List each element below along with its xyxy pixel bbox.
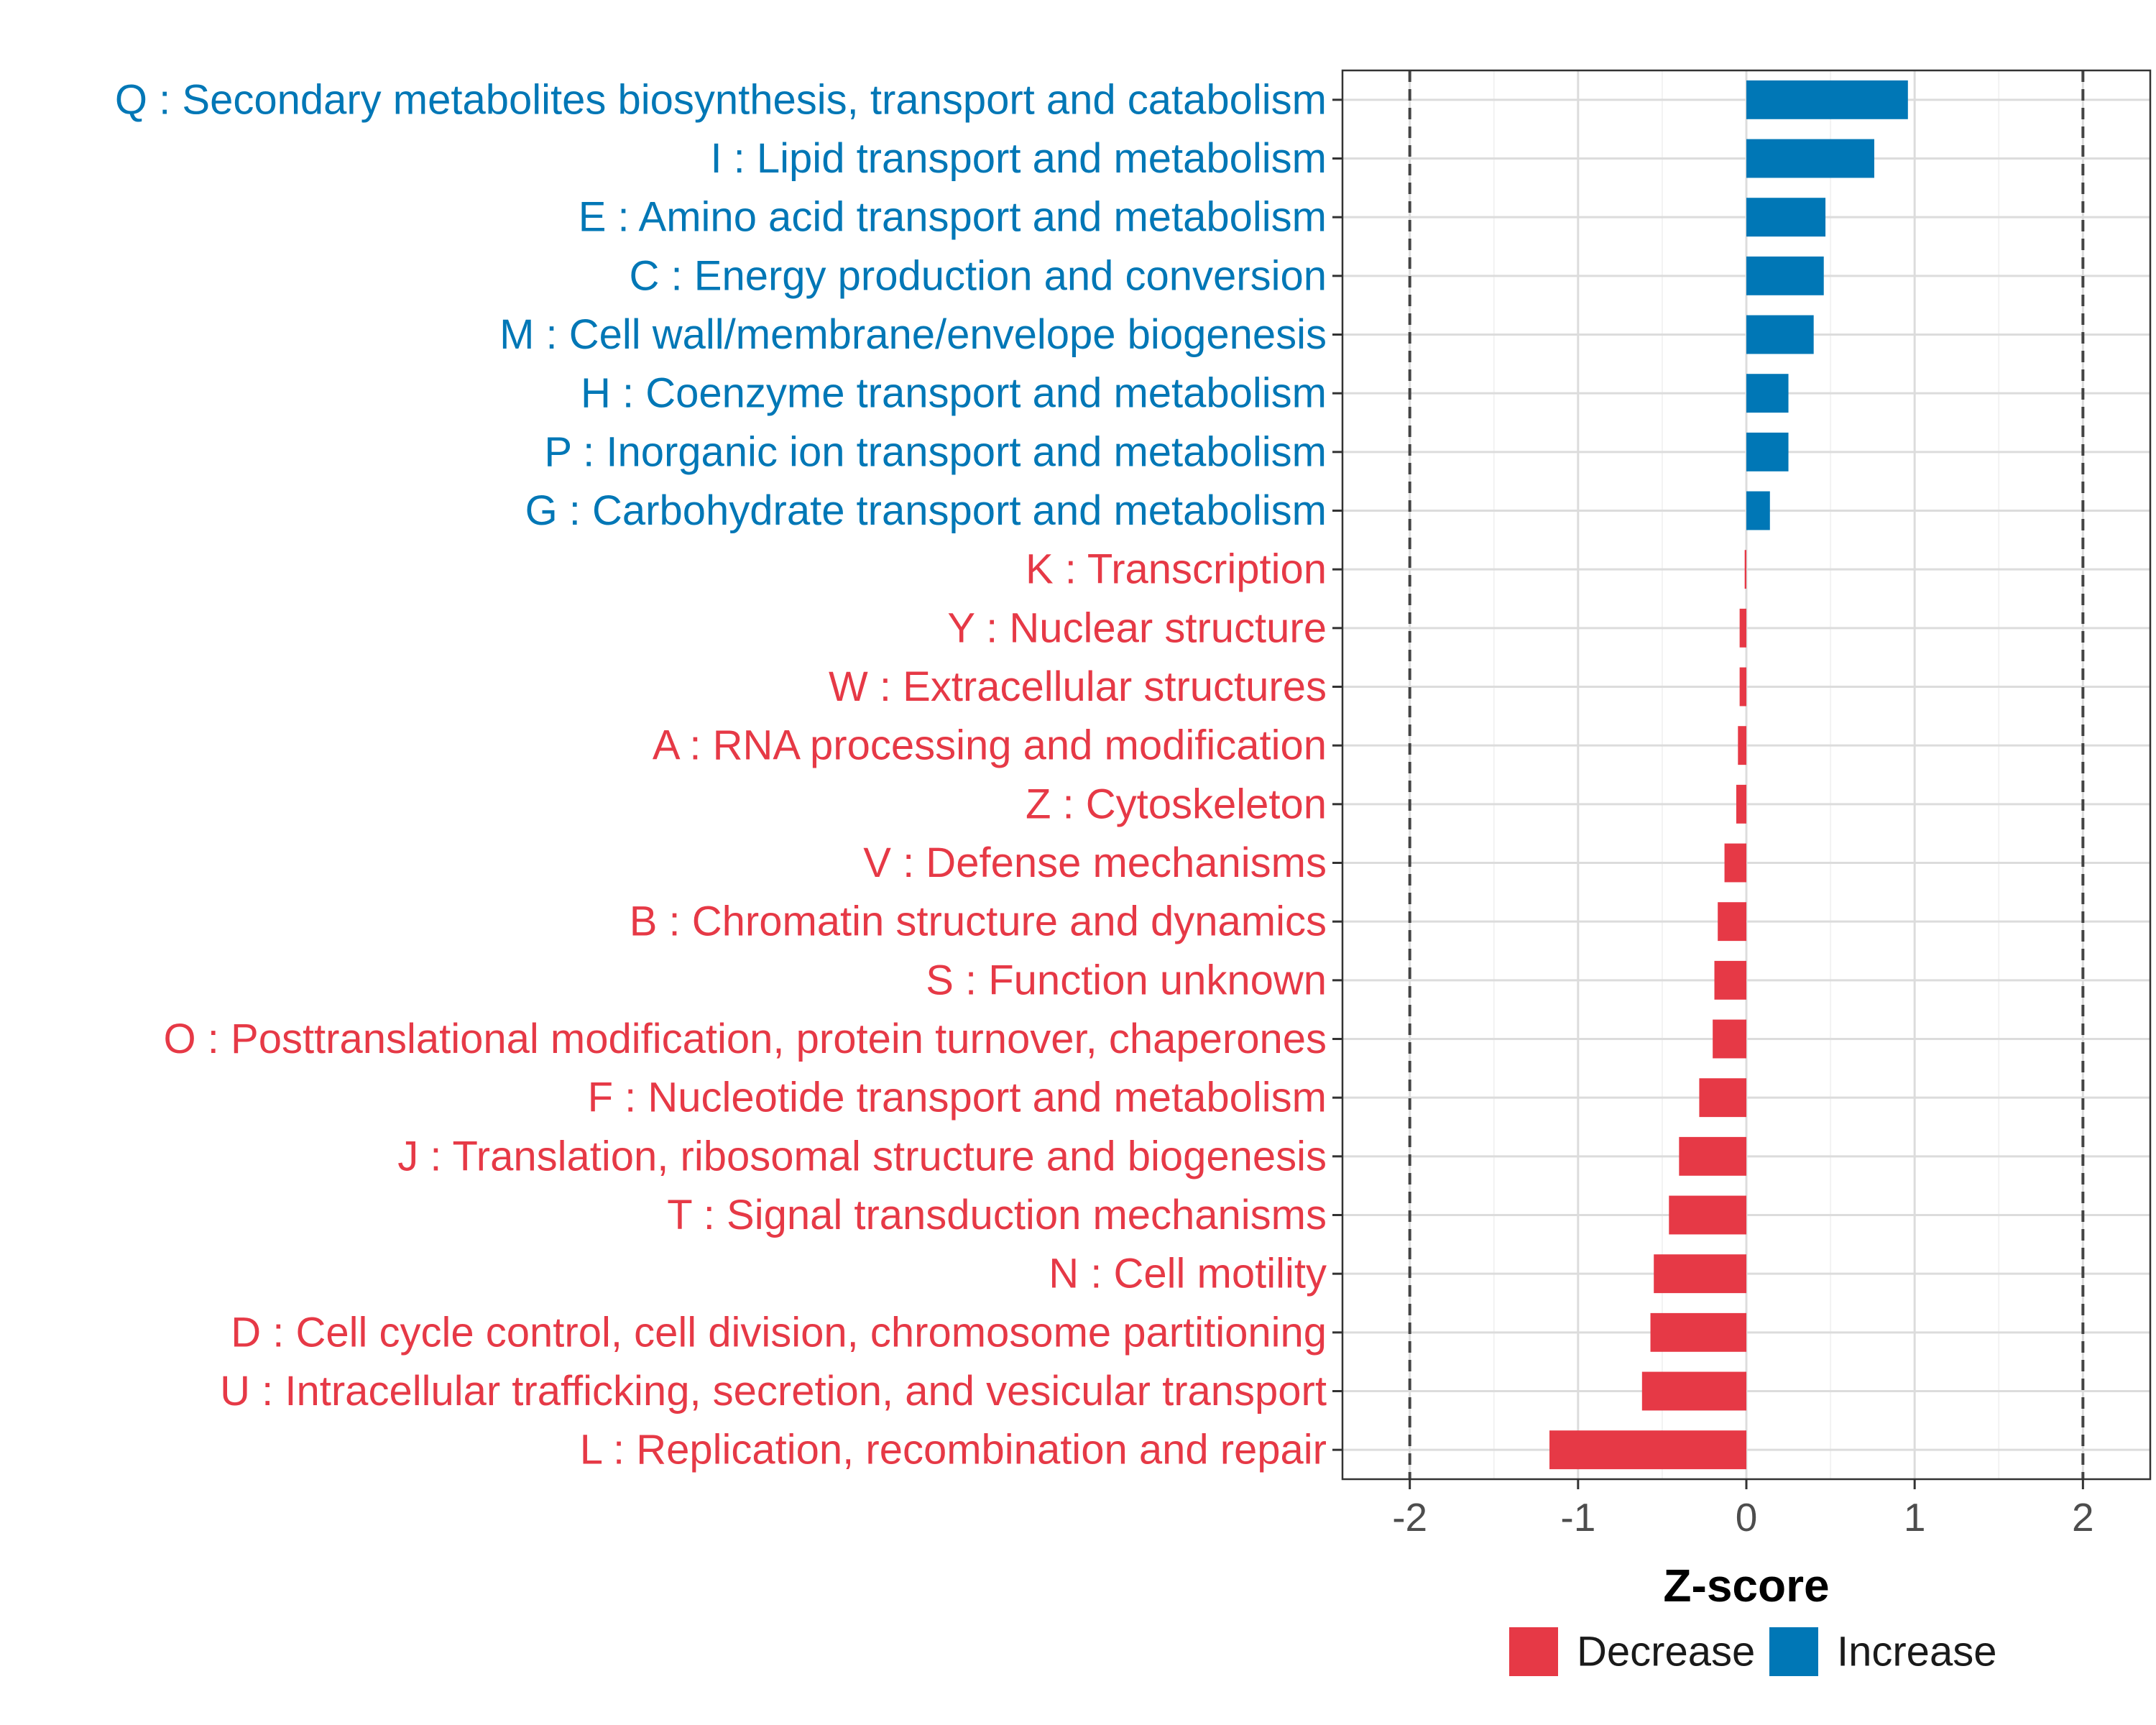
category-label: N : Cell motility [1049,1251,1327,1297]
bar-j [1679,1136,1746,1176]
bar-e [1746,198,1826,237]
category-label: Y : Nuclear structure [947,604,1327,651]
category-label: P : Inorganic ion transport and metaboli… [544,428,1327,475]
category-label: B : Chromatin structure and dynamics [630,898,1327,945]
legend-key-decrease [1509,1627,1558,1676]
y-axis-labels: Q : Secondary metabolites biosynthesis, … [115,76,1327,1473]
bar-i [1746,139,1874,178]
x-tick-label: 0 [1736,1495,1758,1540]
category-label: G : Carbohydrate transport and metabolis… [525,487,1327,534]
x-tick-label: -2 [1392,1495,1427,1540]
category-label: O : Posttranslational modification, prot… [164,1016,1327,1062]
category-label: Q : Secondary metabolites biosynthesis, … [115,76,1327,123]
bar-y [1739,608,1746,648]
category-label: W : Extracellular structures [829,663,1327,710]
bar-p [1746,432,1789,472]
category-label: D : Cell cycle control, cell division, c… [231,1309,1327,1356]
x-tick-label: 2 [2072,1495,2094,1540]
bar-q [1746,80,1908,119]
category-label: L : Replication, recombination and repai… [580,1427,1327,1473]
bar-o [1713,1019,1746,1059]
bar-f [1699,1078,1746,1118]
category-label: S : Function unknown [926,957,1327,1003]
bar-v [1724,843,1746,883]
bar-s [1714,960,1746,1000]
x-axis-ticks: -2 -1 0 1 2 [1392,1479,2094,1540]
category-label: U : Intracellular trafficking, secretion… [220,1368,1327,1414]
bar-z [1736,784,1746,824]
bar-k [1744,550,1746,589]
category-label: H : Coenzyme transport and metabolism [581,370,1327,417]
bar-a [1738,726,1746,765]
category-label: J : Translation, ribosomal structure and… [397,1133,1327,1179]
bar-c [1746,256,1824,295]
bars-layer [1549,80,1908,1470]
x-tick-label: 1 [1904,1495,1926,1540]
category-label: Z : Cytoskeleton [1026,781,1327,827]
legend-label-decrease: Decrease [1577,1629,1755,1675]
x-tick-label: -1 [1560,1495,1595,1540]
bar-b [1718,902,1746,942]
category-label: M : Cell wall/membrane/envelope biogenes… [499,311,1327,358]
category-label: K : Transcription [1026,546,1327,593]
bar-w [1739,667,1746,707]
category-label: A : RNA processing and modification [653,722,1327,769]
legend-key-increase [1769,1627,1818,1676]
bar-t [1669,1195,1746,1235]
x-axis-title: Z-score [1663,1560,1829,1611]
bar-n [1654,1254,1746,1294]
bar-d [1650,1312,1746,1352]
bar-u [1641,1371,1746,1411]
category-label: C : Energy production and conversion [630,252,1327,299]
bar-m [1746,315,1814,354]
category-label: V : Defense mechanisms [863,840,1327,886]
category-label: T : Signal transduction mechanisms [667,1192,1327,1238]
category-label: E : Amino acid transport and metabolism [579,194,1327,241]
category-label: I : Lipid transport and metabolism [710,135,1327,182]
bar-g [1746,491,1770,530]
legend: Decrease Increase [1509,1627,1996,1676]
legend-label-increase: Increase [1837,1629,1996,1675]
reference-lines [1408,70,2085,1479]
bar-h [1746,374,1789,413]
category-label: F : Nucleotide transport and metabolism [588,1075,1327,1121]
bar-l [1549,1430,1746,1470]
y-axis-ticks [1332,98,1342,1451]
